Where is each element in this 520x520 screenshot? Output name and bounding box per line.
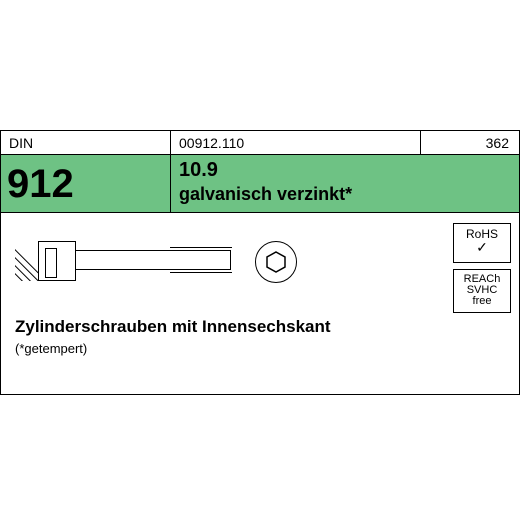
header-row: DIN 00912.110 362 [1,131,519,155]
page-id: 362 [421,131,519,154]
item-code: 00912.110 [171,131,421,154]
margin-bottom [0,395,520,520]
din-number-cell: 912 [1,155,171,212]
rohs-badge: RoHS ✓ [453,223,511,263]
std-label: DIN [1,131,171,154]
card-body: Zylinderschrauben mit Innensechskant (*g… [1,213,519,394]
check-icon: ✓ [456,240,508,254]
strength-class: 10.9 [179,155,519,182]
card: DIN 00912.110 362 912 10.9 galvanisch ve… [0,130,520,395]
grade-row: 912 10.9 galvanisch verzinkt* [1,155,519,213]
finish: galvanisch verzinkt* [179,182,519,205]
sheet: DIN 00912.110 362 912 10.9 galvanisch ve… [0,0,520,520]
margin-top [0,0,520,130]
din-number: 912 [7,162,74,206]
reach-line3: free [456,296,508,307]
product-title: Zylinderschrauben mit Innensechskant [15,317,331,337]
grade-info-cell: 10.9 galvanisch verzinkt* [171,155,519,212]
screw-thread-icon [170,247,232,273]
screw-diagram [15,221,335,301]
screw-head-icon [38,241,76,281]
hex-socket-icon [265,251,287,273]
section-hatch-icon [15,241,39,281]
footnote: (*getempert) [15,341,87,356]
reach-badge: REACh SVHC free [453,269,511,313]
